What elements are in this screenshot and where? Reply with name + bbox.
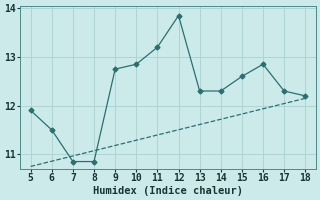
X-axis label: Humidex (Indice chaleur): Humidex (Indice chaleur) xyxy=(93,186,243,196)
